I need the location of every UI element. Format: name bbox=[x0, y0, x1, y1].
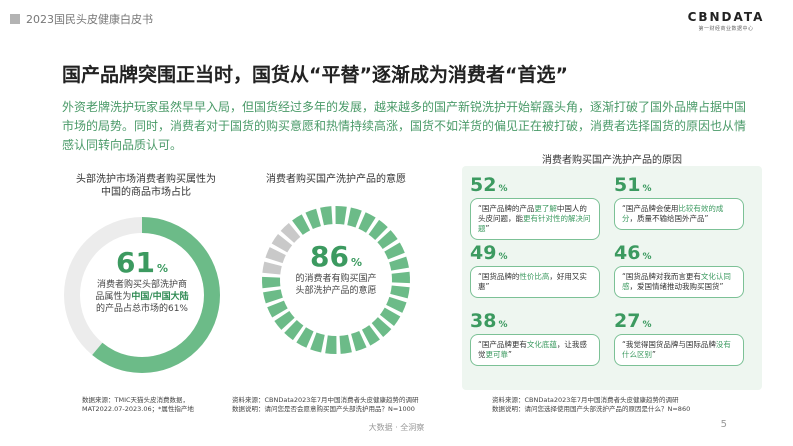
reason-text: “我觉得国货品牌与国际品牌没有什么区别” bbox=[614, 334, 744, 366]
reason-text: “国货品牌的性价比高，好用又实惠” bbox=[470, 266, 600, 298]
middle-value: 86% bbox=[276, 240, 396, 273]
reason-value-number: 52 bbox=[470, 174, 496, 196]
reason-value-number: 49 bbox=[470, 242, 496, 264]
footer-slogan: 大数据 · 全洞察 bbox=[0, 422, 793, 433]
right-source: 资料来源：CBNData2023年7月中国消费者头皮健康趋势的调研 数据说明：请… bbox=[492, 396, 690, 414]
reason-text-highlight: 更了解 bbox=[534, 204, 557, 213]
reason-value: 38% bbox=[470, 310, 600, 332]
reason-text: “国产品牌更有文化底蕴，让我感觉更可靠” bbox=[470, 334, 600, 366]
reason-text-part: “国产品牌会使用 bbox=[622, 204, 678, 213]
header-bar bbox=[10, 14, 20, 24]
left-desc-bold: 中国/中国大陆 bbox=[131, 292, 188, 302]
left-value: 61% bbox=[82, 246, 202, 279]
reason-card: 38% “国产品牌更有文化底蕴，让我感觉更可靠” bbox=[470, 310, 600, 366]
reason-text-part: “国货品牌对我而言更有 bbox=[622, 272, 701, 281]
reason-text-part: ” bbox=[652, 350, 656, 359]
reason-text-highlight: 性价比高 bbox=[519, 272, 549, 281]
left-desc: 消费者购买头部洗护商 品属性为中国/中国大陆 的产品占总市场的61% bbox=[82, 279, 202, 315]
header-title: 2023国民头皮健康白皮书 bbox=[26, 11, 153, 27]
reason-text-part: ，质量不输给国外产品 bbox=[630, 214, 705, 223]
reason-text-part: ” bbox=[705, 214, 709, 223]
cbndata-logo: CBNDATA 第一财经商业数据中心 bbox=[687, 10, 765, 32]
left-desc-pre: 品属性为 bbox=[95, 292, 131, 302]
middle-section-title: 消费者购买国产洗护产品的意愿 bbox=[236, 173, 436, 186]
middle-desc: 的消费者有购买国产 头部洗护产品的意愿 bbox=[276, 273, 396, 297]
left-source-line2: MAT2022.07-2023.06；*属性指产地 bbox=[82, 405, 194, 414]
reason-card: 52% “国产品牌的产品更了解中国人的头皮问题，能更有针对性的解决问题” bbox=[470, 174, 600, 240]
middle-source-line1: 资料来源：CBNData2023年7月中国消费者头皮健康趋势的调研 bbox=[232, 396, 419, 405]
middle-value-pct: % bbox=[351, 256, 362, 269]
reason-value-number: 38 bbox=[470, 310, 496, 332]
reason-value-number: 51 bbox=[614, 174, 640, 196]
reason-text: “国货品牌对我而言更有文化认同感，爱国情绪推动我购买国货” bbox=[614, 266, 744, 298]
left-section-title: 头部洗护市场消费者购买属性为 中国的商品市场占比 bbox=[36, 173, 256, 199]
middle-value-number: 86 bbox=[310, 240, 349, 273]
reason-value: 46% bbox=[614, 242, 744, 264]
left-value-pct: % bbox=[157, 262, 168, 275]
reason-card: 46% “国货品牌对我而言更有文化认同感，爱国情绪推动我购买国货” bbox=[614, 242, 744, 298]
right-source-line1: 资料来源：CBNData2023年7月中国消费者头皮健康趋势的调研 bbox=[492, 396, 690, 405]
reason-value: 49% bbox=[470, 242, 600, 264]
reason-text-part: ” bbox=[486, 282, 490, 291]
page-title: 国产品牌突围正当时，国货从“平替”逐渐成为消费者“首选” bbox=[62, 60, 568, 87]
left-donut-center: 61% 消费者购买头部洗护商 品属性为中国/中国大陆 的产品占总市场的61% bbox=[82, 246, 202, 315]
middle-desc-line2: 头部洗护产品的意愿 bbox=[276, 285, 396, 297]
reason-text-part: “国货品牌的 bbox=[478, 272, 519, 281]
left-desc-line1: 消费者购买头部洗护商 bbox=[82, 279, 202, 291]
middle-desc-line1: 的消费者有购买国产 bbox=[276, 273, 396, 285]
reason-text-highlight: 更可靠 bbox=[486, 350, 509, 359]
reason-card: 51% “国产品牌会使用比较有效的成分，质量不输给国外产品” bbox=[614, 174, 744, 230]
reason-text-part: “国产品牌更有 bbox=[478, 340, 527, 349]
reason-value-pct: % bbox=[642, 184, 651, 194]
left-title-line2: 中国的商品市场占比 bbox=[36, 186, 256, 199]
middle-donut-center: 86% 的消费者有购买国产 头部洗护产品的意愿 bbox=[276, 240, 396, 297]
reasons-panel: 52% “国产品牌的产品更了解中国人的头皮问题，能更有针对性的解决问题” 51%… bbox=[462, 166, 762, 390]
right-source-line2: 数据说明：请问您选择使用国产头部洗护产品的原因是什么？N=860 bbox=[492, 405, 690, 414]
reason-value-pct: % bbox=[642, 252, 651, 262]
left-value-number: 61 bbox=[116, 246, 155, 279]
reason-text-part: “国产品牌的产品 bbox=[478, 204, 534, 213]
reason-value-pct: % bbox=[498, 184, 507, 194]
logo-main: CBNDATA bbox=[687, 10, 765, 24]
left-desc-line3: 的产品占总市场的61% bbox=[82, 303, 202, 315]
reason-value-number: 46 bbox=[614, 242, 640, 264]
reason-value-pct: % bbox=[642, 320, 651, 330]
reason-value: 51% bbox=[614, 174, 744, 196]
reason-card: 49% “国货品牌的性价比高，好用又实惠” bbox=[470, 242, 600, 298]
reason-text: “国产品牌的产品更了解中国人的头皮问题，能更有针对性的解决问题” bbox=[470, 198, 600, 240]
left-desc-line2: 品属性为中国/中国大陆 bbox=[82, 291, 202, 303]
reason-text-part: ” bbox=[508, 350, 512, 359]
reason-value: 52% bbox=[470, 174, 600, 196]
middle-source-line2: 数据说明：请问您是否会愿意购买国产头部洗护用品？N=1000 bbox=[232, 405, 419, 414]
reason-value-pct: % bbox=[498, 252, 507, 262]
reason-text-highlight: 文化底蕴 bbox=[527, 340, 557, 349]
reason-text-part: ，爱国情绪推动我购买国货 bbox=[630, 282, 720, 291]
reason-text-part: “我觉得国货品牌与国际品牌 bbox=[622, 340, 716, 349]
middle-source: 资料来源：CBNData2023年7月中国消费者头皮健康趋势的调研 数据说明：请… bbox=[232, 396, 419, 414]
reason-value-number: 27 bbox=[614, 310, 640, 332]
left-source-line1: 数据来源：TMIC天猫头皮消费数据， bbox=[82, 396, 194, 405]
reason-text: “国产品牌会使用比较有效的成分，质量不输给国外产品” bbox=[614, 198, 744, 230]
logo-sub: 第一财经商业数据中心 bbox=[687, 25, 765, 32]
intro-paragraph: 外资老牌洗护玩家虽然早早入局，但国货经过多年的发展，越来越多的国产新锐洗护开始崭… bbox=[62, 98, 752, 155]
reason-text-part: ” bbox=[720, 282, 724, 291]
page-number: 5 bbox=[721, 419, 727, 430]
reason-value: 27% bbox=[614, 310, 744, 332]
reason-card: 27% “我觉得国货品牌与国际品牌没有什么区别” bbox=[614, 310, 744, 366]
left-title-line1: 头部洗护市场消费者购买属性为 bbox=[36, 173, 256, 186]
reason-value-pct: % bbox=[498, 320, 507, 330]
left-source: 数据来源：TMIC天猫头皮消费数据， MAT2022.07-2023.06；*属… bbox=[82, 396, 194, 414]
reason-text-part: ” bbox=[486, 224, 490, 233]
